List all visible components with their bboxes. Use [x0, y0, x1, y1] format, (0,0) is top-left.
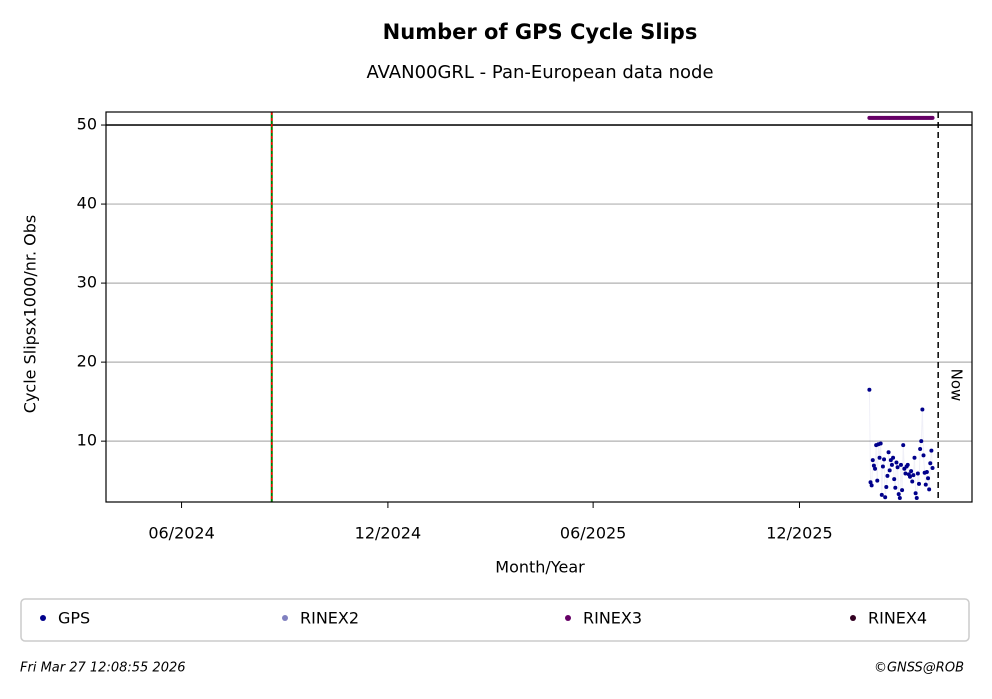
- data-point: [927, 487, 932, 492]
- data-point: [921, 453, 926, 458]
- y-axis-label: Cycle Slipsx1000/nr. Obs: [21, 215, 40, 413]
- legend-label: RINEX3: [583, 609, 642, 628]
- legend-marker: [282, 615, 288, 621]
- data-point: [894, 460, 899, 465]
- data-point: [867, 387, 872, 392]
- y-tick-label: 40: [77, 194, 97, 213]
- data-point: [901, 443, 906, 448]
- x-tick-label: 12/2024: [355, 524, 421, 543]
- data-point: [912, 455, 917, 460]
- y-tick-label: 50: [77, 115, 97, 134]
- data-point: [877, 455, 882, 460]
- legend-label: RINEX2: [300, 609, 359, 628]
- x-tick-label: 06/2025: [560, 524, 626, 543]
- data-point: [898, 462, 903, 467]
- data-point: [929, 448, 934, 453]
- legend-marker: [40, 615, 46, 621]
- x-tick-label: 06/2024: [148, 524, 214, 543]
- data-point: [895, 465, 900, 470]
- y-tick-label: 10: [77, 431, 97, 450]
- data-point: [891, 455, 896, 460]
- data-point: [907, 474, 912, 479]
- data-point: [873, 466, 878, 471]
- data-point: [893, 485, 898, 490]
- data-point: [879, 492, 884, 497]
- data-point: [913, 491, 918, 496]
- data-point: [909, 469, 914, 474]
- data-point: [878, 441, 883, 446]
- legend-box: [20, 598, 970, 642]
- footer-timestamp: Fri Mar 27 12:08:55 2026: [20, 661, 186, 676]
- data-point: [910, 479, 915, 484]
- data-point: [905, 462, 910, 467]
- data-point: [918, 447, 923, 452]
- data-point: [884, 484, 889, 489]
- legend-marker: [850, 615, 856, 621]
- data-point: [870, 458, 875, 463]
- data-point: [903, 471, 908, 476]
- data-point: [886, 450, 891, 455]
- now-label: Now: [948, 369, 966, 402]
- data-point: [915, 471, 920, 476]
- x-tick-label: 12/2025: [766, 524, 832, 543]
- data-point: [887, 468, 892, 473]
- data-point: [869, 483, 874, 488]
- data-point: [889, 462, 894, 467]
- chart-subtitle: AVAN00GRL - Pan-European data node: [366, 62, 713, 83]
- data-point: [868, 480, 873, 485]
- data-point: [923, 482, 928, 487]
- data-point: [900, 488, 905, 493]
- data-point: [930, 115, 935, 120]
- data-point: [911, 473, 916, 478]
- data-point: [875, 478, 880, 483]
- data-point: [920, 407, 925, 412]
- legend-marker: [565, 615, 571, 621]
- chart-title: Number of GPS Cycle Slips: [383, 20, 698, 44]
- y-tick-label: 30: [77, 273, 97, 292]
- y-tick-label: 20: [77, 352, 97, 371]
- data-point: [917, 481, 922, 486]
- data-point: [914, 496, 919, 501]
- data-point: [897, 496, 902, 501]
- data-point: [892, 477, 897, 482]
- data-point: [926, 476, 931, 481]
- x-axis-label: Month/Year: [495, 558, 585, 577]
- data-point: [880, 464, 885, 469]
- data-point: [882, 457, 887, 462]
- data-point: [885, 473, 890, 478]
- data-point: [928, 461, 933, 466]
- footer-copyright: ©GNSS@ROB: [874, 661, 964, 676]
- data-point: [930, 466, 935, 471]
- plot-frame: [105, 111, 973, 503]
- legend-label: RINEX4: [868, 609, 927, 628]
- data-point: [896, 492, 901, 497]
- data-point: [883, 495, 888, 500]
- data-point: [871, 463, 876, 468]
- data-point: [919, 439, 924, 444]
- legend-label: GPS: [58, 609, 90, 628]
- data-point: [924, 469, 929, 474]
